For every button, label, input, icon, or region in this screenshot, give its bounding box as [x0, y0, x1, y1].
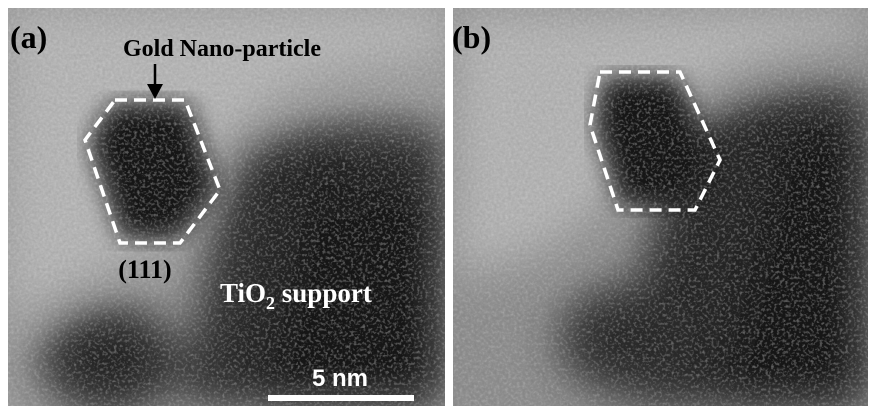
micrograph-a [8, 8, 445, 412]
particle-label: Gold Nano-particle [123, 36, 321, 62]
support-label: TiO2 support [220, 278, 372, 313]
figure: (a) Gold Nano-particle (111) TiO2 suppor… [0, 0, 875, 412]
support-label-part: support [275, 278, 372, 308]
support-label-part: 2 [266, 293, 275, 313]
support-label-part: TiO [220, 278, 266, 308]
facet-label: (111) [118, 255, 171, 284]
panel-label: (a) [10, 19, 47, 55]
scale-bar-label: 5 nm [312, 365, 368, 392]
panel-label: (b) [452, 19, 491, 55]
micrograph-b [453, 8, 868, 406]
